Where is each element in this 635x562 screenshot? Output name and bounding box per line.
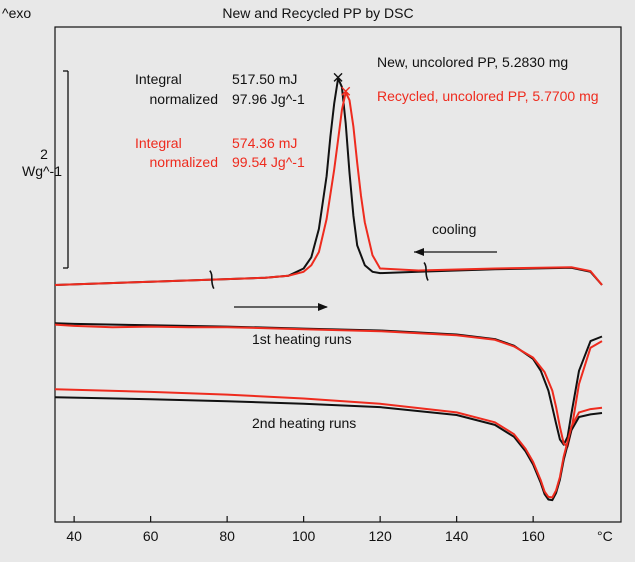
integral-recycled-value: 574.36 mJ bbox=[232, 135, 297, 151]
peak-marker-0 bbox=[333, 72, 343, 82]
cooling-arrow bbox=[414, 248, 497, 256]
x-tick-label-80: 80 bbox=[219, 528, 235, 544]
normalized-recycled-label: normalized bbox=[150, 154, 218, 170]
peak-marker-1 bbox=[341, 86, 351, 96]
x-tick-label-60: 60 bbox=[143, 528, 159, 544]
x-tick-label-100: 100 bbox=[292, 528, 316, 544]
series-line-5 bbox=[54, 388, 603, 499]
normalized-new-value: 97.96 Jg^-1 bbox=[232, 91, 305, 107]
second-heating-label: 2nd heating runs bbox=[252, 415, 356, 431]
legend-new: New, uncolored PP, 5.2830 mg bbox=[377, 54, 568, 70]
scale-bar-unit: Wg^-1 bbox=[22, 163, 62, 179]
scale-bar-value: 2 bbox=[40, 146, 48, 162]
series-layer bbox=[54, 77, 603, 502]
peak-markers bbox=[333, 72, 351, 96]
y-axis-label: ^exo bbox=[2, 5, 31, 21]
cooling-label: cooling bbox=[432, 221, 476, 237]
plot-frame bbox=[54, 26, 622, 523]
normalized-new-label: normalized bbox=[150, 91, 218, 107]
heating-arrow bbox=[234, 303, 328, 311]
integral-new-value: 517.50 mJ bbox=[232, 71, 297, 87]
integration-limit-0 bbox=[209, 270, 215, 289]
integration-limit-1 bbox=[423, 262, 429, 281]
series-line-4 bbox=[54, 396, 603, 502]
scale-bar bbox=[63, 70, 69, 269]
integration-limits bbox=[209, 262, 429, 289]
x-axis-ticks: 40 60 80 100 120 140 160 bbox=[66, 516, 545, 544]
series-line-1 bbox=[54, 91, 603, 286]
integral-new-label: Integral bbox=[135, 71, 182, 87]
normalized-recycled-value: 99.54 Jg^-1 bbox=[232, 154, 305, 170]
first-heating-label: 1st heating runs bbox=[252, 331, 352, 347]
legend-recycled: Recycled, uncolored PP, 5.7700 mg bbox=[377, 88, 599, 104]
x-tick-label-140: 140 bbox=[445, 528, 469, 544]
x-axis-unit: °C bbox=[597, 528, 613, 544]
chart-title: New and Recycled PP by DSC bbox=[222, 5, 413, 21]
series-line-0 bbox=[54, 77, 603, 286]
x-tick-label-120: 120 bbox=[368, 528, 392, 544]
x-tick-label-40: 40 bbox=[66, 528, 82, 544]
x-tick-label-160: 160 bbox=[521, 528, 545, 544]
integral-recycled-label: Integral bbox=[135, 135, 182, 151]
